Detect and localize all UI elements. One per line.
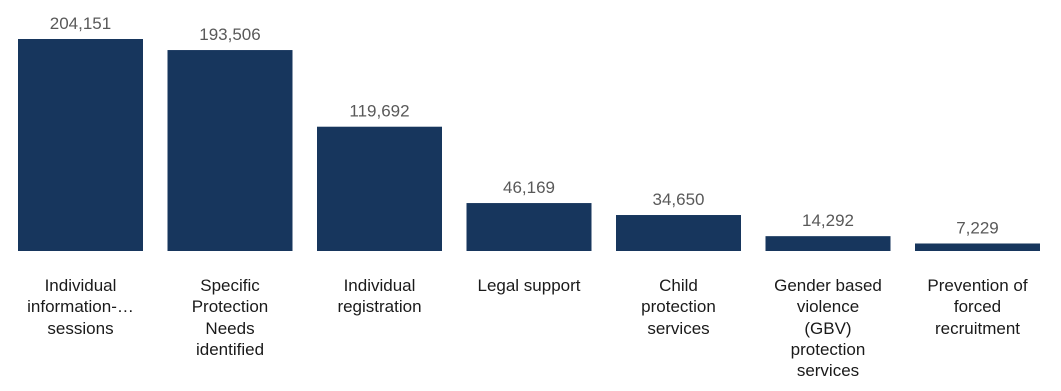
category-label-line: Individual xyxy=(44,276,117,295)
bar xyxy=(616,215,741,251)
category-label-line: Needs xyxy=(205,318,255,338)
category-label-line: protection xyxy=(641,297,716,317)
category-label-line: registration xyxy=(337,297,422,317)
category-label: Individual information-… sessions xyxy=(16,275,146,339)
category-label: Child protection services xyxy=(614,275,744,339)
bar-value-label: 193,506 xyxy=(199,25,260,44)
category-label-line: services xyxy=(647,318,710,338)
category-label-line: violence xyxy=(796,297,860,317)
bar-value-label: 7,229 xyxy=(956,218,999,237)
category-label: Legal support xyxy=(464,275,594,296)
category-label: Specific Protection Needs identified xyxy=(165,275,295,360)
category-label: Gender based violence (GBV) protection servi… xyxy=(763,275,893,381)
category-label-line: identified xyxy=(195,339,265,359)
category-label-line: Prevention of xyxy=(927,276,1028,295)
bar xyxy=(317,126,442,251)
category-label-line: information-… xyxy=(27,297,134,317)
bar xyxy=(18,39,143,251)
category-label-line: Specific xyxy=(200,276,260,295)
category-label-line: Individual xyxy=(343,276,416,295)
bar xyxy=(765,236,891,251)
bar-value-label: 34,650 xyxy=(653,190,705,209)
value-labels-group: 204,151 193,506 119,692 46,169 34,650 14,292 7… xyxy=(50,14,999,237)
category-label-line: Legal support xyxy=(477,276,581,295)
category-label-line: services xyxy=(796,361,860,381)
category-label-line: (GBV) xyxy=(804,318,852,338)
bars-group xyxy=(18,39,1040,252)
bar-value-label: 204,151 xyxy=(50,14,111,33)
category-label-line: protection xyxy=(790,339,866,359)
category-label-line: sessions xyxy=(47,318,114,338)
category-label-line: recruitment xyxy=(934,318,1021,338)
category-label-line: Child xyxy=(659,276,698,295)
bar-value-label: 119,692 xyxy=(349,102,409,121)
category-label: Individual registration xyxy=(315,275,445,318)
bar xyxy=(167,50,293,252)
category-label-line: forced xyxy=(953,297,1002,317)
bar xyxy=(915,243,1040,251)
bar-value-label: 46,169 xyxy=(503,178,555,197)
bar-value-label: 14,292 xyxy=(802,211,854,230)
category-label-line: Gender based xyxy=(774,276,882,295)
category-label: Prevention of forced recruitment xyxy=(913,275,1043,339)
bar xyxy=(466,203,592,251)
category-label-line: Protection xyxy=(191,297,269,317)
